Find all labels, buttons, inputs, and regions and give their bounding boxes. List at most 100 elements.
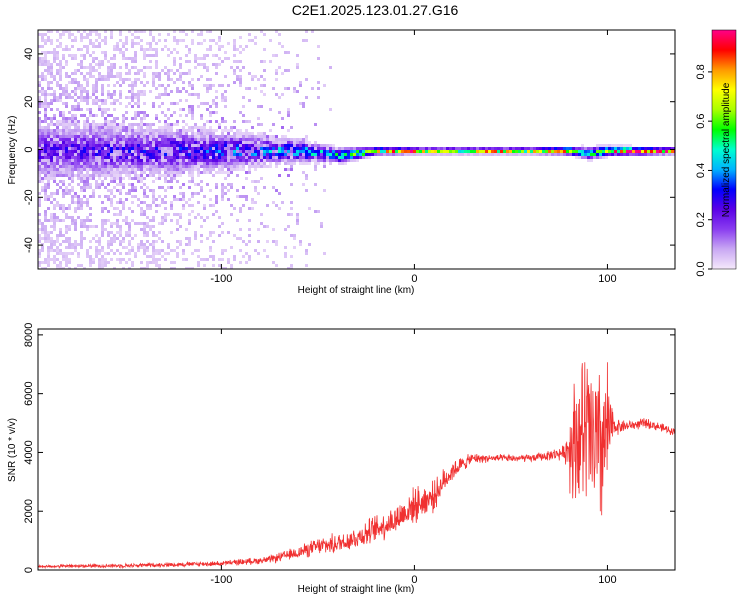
spectrogram-cell	[167, 84, 170, 87]
spectrogram-cell	[101, 102, 104, 105]
spectrogram-cell	[254, 156, 257, 159]
spectrogram-cell	[164, 132, 167, 135]
spectrogram-cell	[200, 147, 203, 150]
spectrogram-cell	[530, 150, 533, 153]
spectrogram-cell	[182, 162, 185, 165]
spectrogram-cell	[272, 147, 275, 150]
spectrogram-cell	[422, 153, 425, 156]
spectrogram-cell	[605, 144, 608, 147]
spectrogram-cell	[50, 138, 53, 141]
spectrogram-cell	[92, 156, 95, 159]
spectrogram-cell	[146, 165, 149, 168]
spectrogram-cell	[482, 147, 485, 150]
spectrogram-cell	[116, 144, 119, 147]
spectrogram-cell	[653, 153, 656, 156]
spectrogram-cell	[221, 222, 224, 225]
spectrogram-cell	[275, 30, 278, 33]
spectrogram-cell	[65, 138, 68, 141]
spectrogram-cell	[86, 156, 89, 159]
spectrogram-cell	[128, 72, 131, 75]
spectrogram-cell	[131, 249, 134, 252]
spectrogram-cell	[92, 177, 95, 180]
spectrogram-cell	[602, 156, 605, 159]
spectrogram-cell	[152, 216, 155, 219]
spectrogram-cell	[242, 168, 245, 171]
spectrogram-cell	[281, 45, 284, 48]
spectrogram-cell	[290, 207, 293, 210]
spectrogram-cell	[227, 141, 230, 144]
spectrogram-cell	[98, 186, 101, 189]
spectrogram-cell	[185, 162, 188, 165]
spectrogram-cell	[38, 129, 41, 132]
spectrogram-cell	[275, 69, 278, 72]
spectrogram-cell	[599, 147, 602, 150]
spectrogram-cell	[257, 180, 260, 183]
spectrogram-cell	[161, 168, 164, 171]
spectrogram-cell	[344, 159, 347, 162]
spectrogram-cell	[374, 147, 377, 150]
spectrogram-cell	[236, 153, 239, 156]
spectrogram-cell	[203, 153, 206, 156]
spectrogram-cell	[80, 201, 83, 204]
spectrogram-cell	[206, 144, 209, 147]
snr-ytick-label: 4000	[23, 440, 35, 464]
spectrogram-cell	[179, 156, 182, 159]
spectrogram-cell	[293, 138, 296, 141]
spectrogram-cell	[185, 267, 188, 269]
spectrogram-cell	[65, 159, 68, 162]
spectrogram-cell	[272, 135, 275, 138]
spectrogram-cell	[65, 189, 68, 192]
spectrogram-cell	[380, 147, 383, 150]
spectrogram-cell	[44, 93, 47, 96]
spectrogram-cell	[260, 177, 263, 180]
spectrogram-cell	[110, 120, 113, 123]
spectrogram-cell	[623, 147, 626, 150]
spectrogram-cell	[278, 111, 281, 114]
spectrogram-cell	[101, 108, 104, 111]
spectrogram-cell	[122, 258, 125, 261]
spectrogram-cell	[44, 153, 47, 156]
spectrogram-cell	[149, 171, 152, 174]
spectrogram-cell	[131, 186, 134, 189]
spectrogram-cell	[104, 141, 107, 144]
spectrogram-cell	[191, 204, 194, 207]
spectrogram-cell	[164, 93, 167, 96]
spectrogram-cell	[239, 153, 242, 156]
spectrogram-cell	[203, 39, 206, 42]
spectrogram-cell	[215, 63, 218, 66]
spectrogram-cell	[77, 129, 80, 132]
spectrogram-cell	[50, 156, 53, 159]
spectrogram-cell	[491, 147, 494, 150]
spectrogram-cell	[569, 153, 572, 156]
spectrogram-cell	[497, 153, 500, 156]
spectrogram-cell	[278, 174, 281, 177]
spectrogram-cell	[305, 174, 308, 177]
spectrogram-cell	[53, 147, 56, 150]
spectrogram-cell	[152, 171, 155, 174]
snr-ytick-label: 6000	[23, 381, 35, 405]
spectrogram-cell	[62, 180, 65, 183]
spectrogram-cell	[149, 42, 152, 45]
spectrogram-cell	[263, 186, 266, 189]
spectrogram-cell	[62, 210, 65, 213]
spectrogram-cell	[299, 138, 302, 141]
spectrogram-cell	[107, 219, 110, 222]
spectrogram-cell	[164, 123, 167, 126]
spectrogram-cell	[596, 147, 599, 150]
spectrogram-cell	[65, 231, 68, 234]
spectrogram-cell	[101, 126, 104, 129]
spectrogram-cell	[116, 42, 119, 45]
spectrogram-cell	[656, 150, 659, 153]
spectrogram-cell	[122, 162, 125, 165]
spectrogram-cell	[128, 231, 131, 234]
spectrogram-cell	[74, 105, 77, 108]
colorbar-tick-label: 0.0	[695, 261, 707, 276]
spectrogram-cell	[95, 246, 98, 249]
spectrogram-cell	[113, 138, 116, 141]
spectrogram-cell	[113, 177, 116, 180]
spectrogram-cell	[188, 48, 191, 51]
spectrogram-cell	[86, 174, 89, 177]
spectrogram-cell	[251, 138, 254, 141]
spectrogram-cell	[281, 126, 284, 129]
spectrogram-cell	[140, 150, 143, 153]
